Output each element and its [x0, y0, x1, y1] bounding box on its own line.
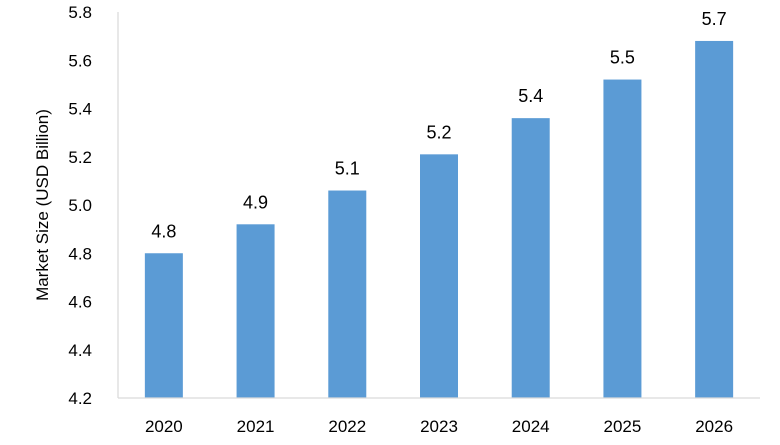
x-tick-label-2021: 2021 [237, 417, 275, 436]
y-axis-title: Market Size (USD Billion) [33, 109, 52, 301]
y-tick-label: 5.6 [68, 51, 92, 70]
bar-2026 [695, 40, 734, 398]
bar-2023 [420, 154, 458, 398]
y-tick-label: 5.8 [68, 3, 92, 22]
x-axis-ticks: 2020 2021 2022 2023 2024 2025 2026 [145, 417, 733, 436]
data-label-2020: 4.8 [151, 221, 176, 241]
x-tick-label-2024: 2024 [512, 417, 550, 436]
data-label-2021: 4.9 [243, 192, 268, 212]
data-label-2026: 5.7 [702, 9, 727, 29]
data-label-2025: 5.5 [610, 48, 635, 68]
bar-2022 [328, 190, 367, 398]
x-tick-label-2022: 2022 [328, 417, 366, 436]
y-axis-title-group: Market Size (USD Billion) [33, 109, 52, 301]
bar-2020 [144, 253, 183, 398]
bar-2024 [511, 118, 550, 399]
data-labels: 4.8 4.9 5.1 5.2 5.4 5.5 5.7 [151, 9, 726, 241]
data-label-2024: 5.4 [518, 86, 543, 106]
y-tick-label: 4.6 [68, 293, 92, 312]
x-tick-label-2026: 2026 [695, 417, 733, 436]
bars [144, 40, 734, 399]
data-label-2023: 5.2 [426, 122, 451, 142]
x-tick-label-2025: 2025 [604, 417, 642, 436]
x-tick-label-2023: 2023 [420, 417, 458, 436]
bar-2025 [603, 79, 642, 399]
y-tick-label: 4.2 [68, 389, 92, 408]
y-tick-label: 5.0 [68, 196, 92, 215]
y-tick-label: 4.4 [68, 341, 92, 360]
axes [117, 12, 760, 399]
data-label-2022: 5.1 [335, 159, 360, 179]
y-axis-ticks: 4.2 4.4 4.6 4.8 5.0 5.2 5.4 5.6 5.8 [68, 3, 92, 408]
y-tick-label: 5.2 [68, 148, 92, 167]
y-tick-label: 4.8 [68, 244, 92, 263]
x-tick-label-2020: 2020 [145, 417, 183, 436]
y-tick-label: 5.4 [68, 100, 92, 119]
bar-2021 [236, 224, 275, 398]
